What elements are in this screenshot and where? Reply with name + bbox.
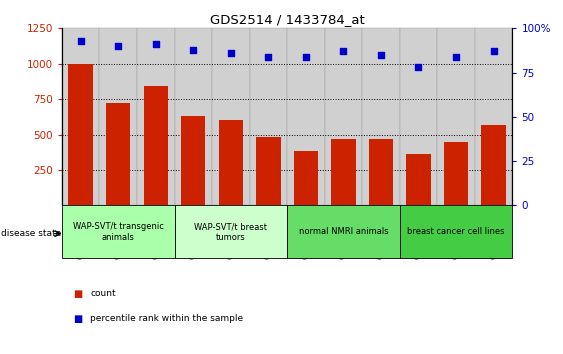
Point	[414, 64, 423, 70]
Point	[226, 50, 235, 56]
Bar	[62, 205, 175, 258]
Bar	[144, 86, 168, 205]
Text: disease state: disease state	[1, 229, 61, 238]
Point	[264, 54, 273, 59]
Bar	[362, 28, 400, 205]
Point	[339, 48, 348, 54]
Bar	[69, 64, 93, 205]
Text: count: count	[90, 289, 116, 298]
Text: normal NMRI animals: normal NMRI animals	[298, 227, 388, 236]
Text: breast cancer cell lines: breast cancer cell lines	[407, 227, 505, 236]
Point	[377, 52, 386, 58]
Bar	[256, 137, 280, 205]
Point	[151, 41, 160, 47]
Bar	[400, 28, 437, 205]
Point	[489, 48, 498, 54]
Bar	[212, 28, 249, 205]
Bar	[369, 139, 393, 205]
Bar	[287, 28, 325, 205]
Point	[114, 43, 123, 49]
Point	[76, 38, 85, 44]
Bar	[325, 28, 362, 205]
Text: ■: ■	[73, 289, 82, 299]
Text: percentile rank within the sample: percentile rank within the sample	[90, 314, 243, 323]
Bar	[100, 28, 137, 205]
Bar	[181, 116, 205, 205]
Text: WAP-SVT/t breast
tumors: WAP-SVT/t breast tumors	[194, 222, 267, 241]
Bar	[294, 151, 318, 205]
Title: GDS2514 / 1433784_at: GDS2514 / 1433784_at	[210, 13, 364, 26]
Bar	[175, 28, 212, 205]
Bar	[475, 28, 512, 205]
Point	[189, 47, 198, 52]
Bar	[444, 142, 468, 205]
Bar	[400, 205, 512, 258]
Point	[301, 54, 310, 59]
Bar	[481, 125, 506, 205]
Bar	[175, 205, 287, 258]
Bar	[287, 205, 400, 258]
Bar	[437, 28, 475, 205]
Text: WAP-SVT/t transgenic
animals: WAP-SVT/t transgenic animals	[73, 222, 164, 241]
Bar	[106, 103, 131, 205]
Text: ■: ■	[73, 314, 82, 324]
Bar	[62, 28, 100, 205]
Point	[452, 54, 461, 59]
Bar	[249, 28, 287, 205]
Bar	[137, 28, 175, 205]
Bar	[406, 154, 431, 205]
Bar	[218, 120, 243, 205]
Bar	[331, 139, 356, 205]
